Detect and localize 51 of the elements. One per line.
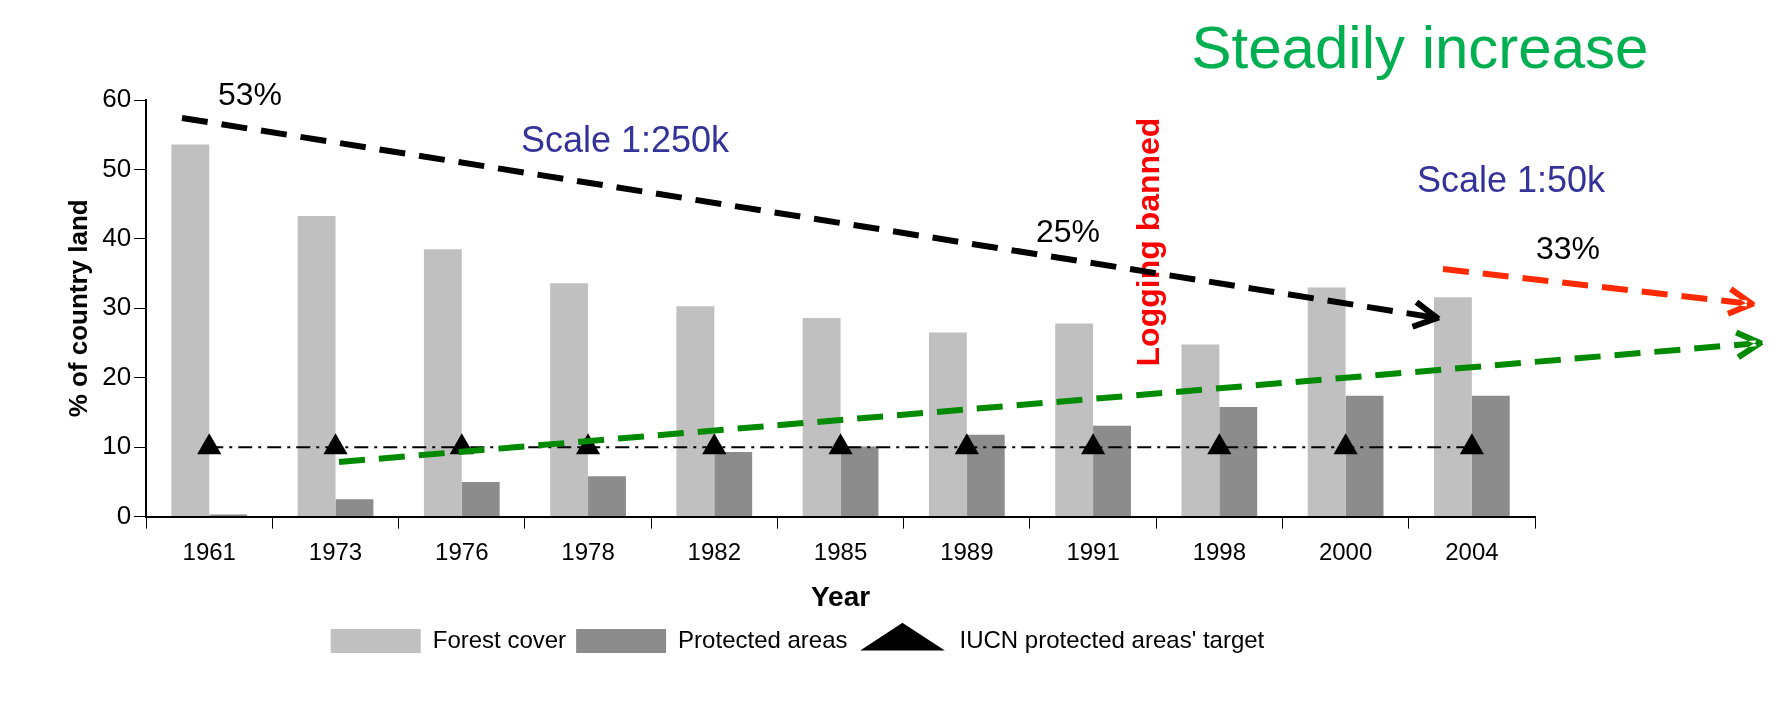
legend-label: Protected areas	[678, 625, 848, 653]
bar	[588, 476, 626, 517]
x-tick-label: 1989	[940, 537, 994, 565]
text: Steadily increase	[1191, 13, 1649, 81]
bar	[1345, 395, 1384, 517]
legend-label: Forest cover	[432, 625, 567, 653]
bar	[1181, 344, 1220, 517]
x-tick-label: 1973	[308, 537, 363, 565]
bar	[461, 481, 500, 517]
annotation: 33%	[1535, 229, 1601, 266]
x-tick-label: 1978	[561, 537, 615, 565]
bar	[423, 249, 462, 517]
annotation: 25%	[1035, 212, 1101, 249]
x-tick-label: 1976	[435, 537, 489, 565]
annotation: Logging banned	[1129, 117, 1166, 367]
y-axis-title: % of country land	[62, 199, 93, 418]
bar	[1055, 323, 1094, 517]
bar	[676, 306, 715, 517]
bar	[335, 499, 374, 517]
bar	[1433, 297, 1472, 517]
x-axis-title: Year	[810, 580, 871, 612]
y-tick-label: 50	[102, 152, 132, 183]
y-tick-label: 40	[102, 222, 132, 253]
bar	[714, 452, 753, 517]
x-tick-label: 1998	[1192, 537, 1247, 565]
bar	[550, 283, 589, 517]
annotation: 53%	[217, 75, 283, 112]
annotation: Scale 1:50k	[1416, 158, 1607, 200]
bar	[171, 144, 210, 517]
x-tick-label: 1982	[687, 537, 741, 565]
x-tick-label: 1961	[182, 537, 236, 565]
bar	[802, 318, 841, 517]
y-tick-label: 20	[102, 360, 132, 391]
x-tick-label: 1985	[813, 537, 868, 565]
bar	[840, 446, 879, 517]
y-tick-label: 30	[102, 291, 132, 322]
y-tick-label: 10	[102, 430, 132, 461]
bar	[966, 434, 1005, 517]
bar	[1307, 287, 1346, 517]
y-tick-label: 0	[116, 499, 132, 530]
bar	[1219, 406, 1258, 517]
bar	[297, 215, 336, 517]
legend-label: IUCN protected areas' target	[959, 625, 1265, 653]
bar	[928, 332, 967, 517]
y-tick-label: 60	[102, 83, 132, 114]
x-tick-label: 2000	[1318, 537, 1373, 565]
annotation: Scale 1:250k	[520, 118, 731, 160]
bar	[1093, 425, 1131, 517]
x-tick-label: 2004	[1445, 537, 1499, 565]
bar	[1471, 395, 1510, 517]
x-tick-label: 1991	[1066, 537, 1120, 565]
